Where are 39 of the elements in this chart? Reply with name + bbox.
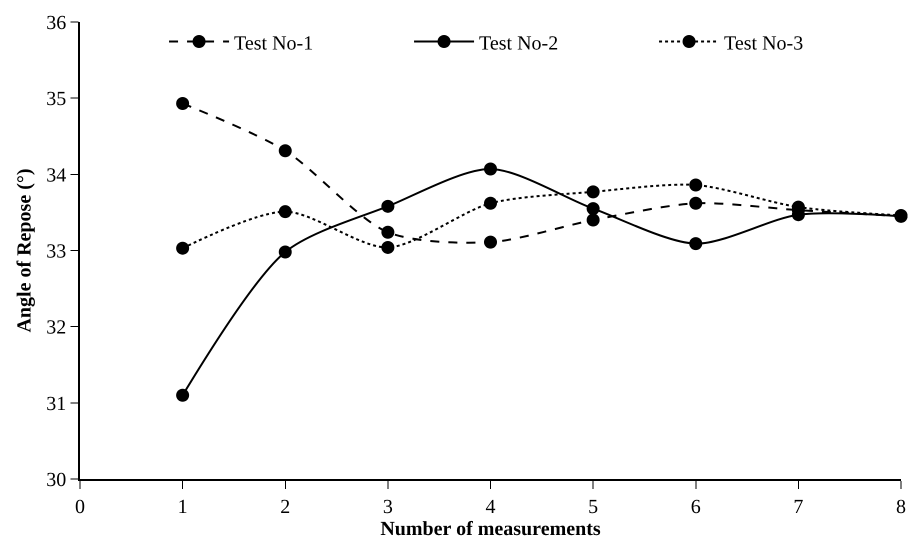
point	[278, 246, 292, 259]
x-tick-label: 2	[280, 496, 290, 518]
x-tick-label: 3	[382, 496, 393, 518]
point	[176, 242, 190, 255]
x-tick-label: 8	[896, 496, 906, 518]
x-tick-label: 6	[690, 496, 701, 518]
point	[484, 162, 497, 176]
legend-label: Test No-2	[479, 32, 558, 54]
point	[278, 144, 292, 158]
point	[176, 388, 190, 402]
point	[689, 196, 702, 210]
y-axis-title: Angle of Repose (°)	[13, 168, 36, 333]
point	[381, 226, 394, 239]
point	[586, 185, 600, 198]
x-axis-title: Number of measurements	[380, 518, 601, 540]
point	[689, 178, 702, 192]
point	[689, 237, 702, 250]
x-tick-label: 1	[178, 496, 188, 518]
point	[586, 202, 600, 216]
y-tick-label: 33	[46, 240, 66, 262]
y-tick-label: 31	[46, 392, 66, 415]
point	[381, 240, 394, 254]
point	[484, 236, 497, 249]
point	[484, 196, 497, 210]
point	[586, 214, 600, 227]
point	[278, 205, 292, 218]
legend-label: Test No-3	[724, 32, 804, 54]
x-tick-label: 5	[588, 496, 598, 518]
legend-label: Test No-1	[234, 32, 314, 54]
y-tick-label: 34	[46, 164, 66, 186]
x-tick-label: 0	[75, 496, 85, 518]
y-tick-label: 30	[46, 469, 66, 491]
point	[381, 200, 394, 213]
x-tick-label: 4	[486, 496, 496, 518]
y-tick-label: 35	[46, 88, 66, 110]
point	[176, 97, 190, 110]
y-tick-label: 36	[46, 12, 66, 34]
y-tick-label: 32	[46, 316, 66, 339]
x-tick-label: 7	[793, 496, 804, 518]
